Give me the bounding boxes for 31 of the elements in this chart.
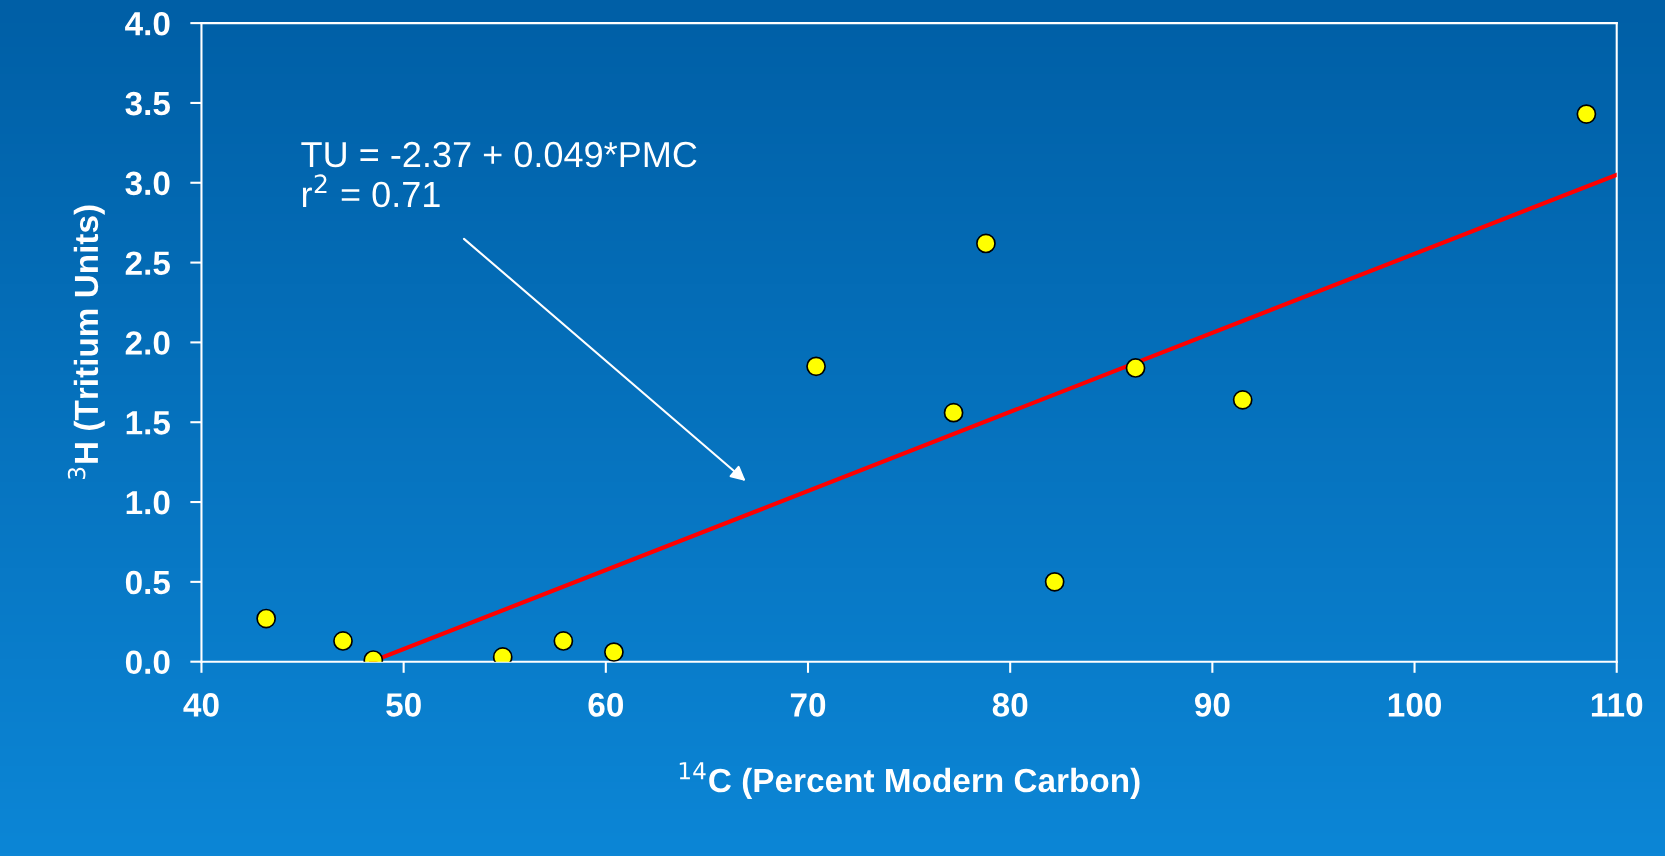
y-tick-label: 1.0 [126, 490, 170, 515]
y-axis-title: $^{3}$H (Tritium Units) [67, 205, 105, 479]
x-tick-label: 60 [588, 693, 623, 717]
y-tick-label: 2.0 [125, 331, 170, 355]
point [1044, 571, 1065, 592]
annotation: TU = -2.37 + 0.049*PMC r$^{2}$ = 0.71 [301, 141, 697, 208]
x-axis-title: $^{14}$C (Percent Modern Carbon) [679, 762, 1140, 799]
x-tick-label: 110 [1591, 693, 1643, 717]
x-tick-label: 90 [1194, 693, 1230, 717]
point [553, 631, 574, 651]
point [976, 233, 996, 254]
point [604, 642, 624, 662]
point [1576, 104, 1597, 124]
point [333, 631, 353, 651]
x-tick-label: 70 [790, 693, 826, 717]
point [806, 356, 826, 377]
y-tick-label: 1.5 [126, 411, 170, 435]
y-tick-label: 0.5 [125, 570, 170, 595]
point [943, 402, 964, 423]
y-tick-label: 0.0 [125, 650, 170, 675]
x-tick-label: 80 [992, 693, 1028, 717]
x-tick-label: 40 [183, 693, 219, 717]
y-tick-label: 3.5 [125, 91, 170, 116]
x-tick-label: 100 [1388, 693, 1441, 717]
point [1125, 358, 1146, 378]
y-tick-label: 4.0 [125, 11, 170, 36]
point [1232, 389, 1253, 410]
x-tick-label: 50 [386, 693, 421, 717]
y-tick-label: 3.0 [125, 171, 170, 196]
y-tick-label: 2.5 [125, 251, 170, 275]
point [256, 608, 277, 629]
